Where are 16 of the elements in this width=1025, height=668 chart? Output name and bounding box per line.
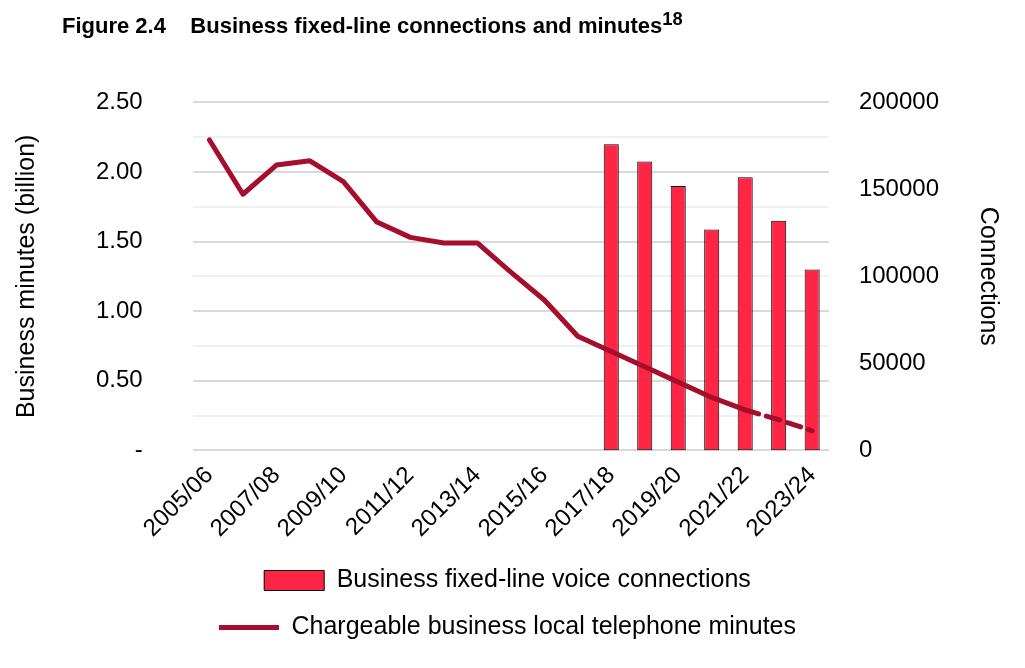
legend-label: Business fixed-line voice connections (336, 564, 751, 593)
y-tick-label: 1.00 (95, 295, 143, 323)
y-axis-title: Business minutes (billion) (10, 134, 39, 419)
legend-label: Chargeable business local telephone minutes (291, 611, 796, 640)
y2-tick-label: 200000 (858, 87, 940, 115)
y-tick-label: 1.50 (95, 226, 143, 254)
y-tick-label: 0.50 (95, 365, 143, 393)
chart-title: Figure 2.4 Business fixed-line connections and minutes$^{18}$ (61, 8, 684, 39)
y2-tick-label: 0 (858, 434, 873, 462)
y-tick-label: 2.50 (95, 87, 143, 115)
y-tick-label: - (134, 434, 143, 462)
y2-axis-title: Connections (976, 206, 1005, 346)
y-tick-label: 2.00 (95, 156, 143, 184)
y2-tick-label: 150000 (858, 174, 940, 201)
y2-tick-label: 50000 (858, 347, 926, 375)
y2-tick-label: 100000 (858, 260, 940, 288)
